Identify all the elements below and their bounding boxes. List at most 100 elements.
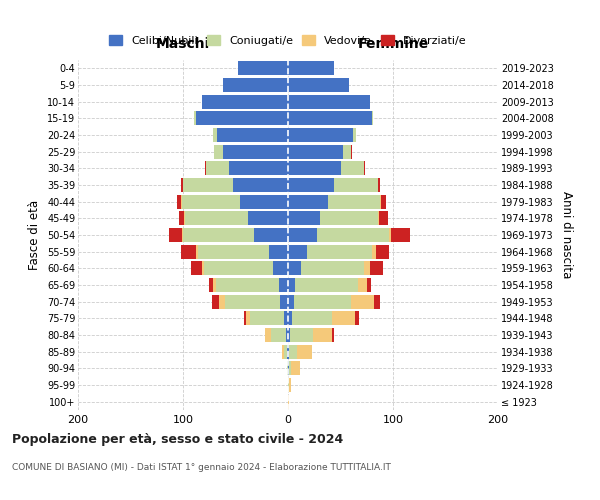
Bar [223, 78, 288, 92]
Bar [367, 278, 371, 292]
Bar [214, 278, 215, 292]
Bar [382, 194, 386, 209]
Bar [209, 278, 214, 292]
Y-axis label: Fasce di età: Fasce di età [28, 200, 41, 270]
Bar [233, 178, 288, 192]
Bar [269, 244, 288, 259]
Bar [287, 344, 288, 359]
Bar [181, 244, 196, 259]
Bar [288, 128, 353, 142]
Bar [351, 294, 374, 308]
Bar [288, 94, 370, 109]
Bar [288, 112, 372, 126]
Bar [182, 194, 240, 209]
Bar [288, 294, 295, 308]
Bar [284, 311, 288, 326]
Bar [372, 112, 373, 126]
Bar [202, 261, 204, 276]
Bar [379, 211, 388, 226]
Bar [288, 211, 320, 226]
Bar [206, 162, 229, 175]
Bar [295, 278, 358, 292]
Bar [379, 178, 380, 192]
Bar [295, 294, 351, 308]
Bar [391, 228, 410, 242]
Text: Femmine: Femmine [358, 38, 428, 52]
Bar [364, 162, 365, 175]
Bar [351, 144, 352, 159]
Bar [288, 228, 317, 242]
Bar [355, 311, 359, 326]
Bar [328, 194, 380, 209]
Bar [225, 294, 280, 308]
Bar [313, 328, 332, 342]
Bar [274, 261, 288, 276]
Bar [288, 194, 328, 209]
Bar [288, 261, 301, 276]
Bar [204, 261, 274, 276]
Bar [288, 162, 341, 175]
Bar [301, 261, 364, 276]
Bar [358, 278, 367, 292]
Bar [374, 294, 380, 308]
Bar [320, 211, 379, 226]
Bar [198, 244, 269, 259]
Bar [291, 361, 299, 376]
Bar [223, 144, 288, 159]
Text: COMUNE DI BASIANO (MI) - Dati ISTAT 1° gennaio 2024 - Elaborazione TUTTITALIA.IT: COMUNE DI BASIANO (MI) - Dati ISTAT 1° g… [12, 462, 391, 471]
Text: Maschi: Maschi [156, 38, 210, 52]
Bar [290, 328, 313, 342]
Bar [288, 378, 289, 392]
Bar [214, 128, 217, 142]
Bar [218, 294, 225, 308]
Bar [248, 211, 288, 226]
Bar [334, 178, 379, 192]
Bar [288, 344, 289, 359]
Bar [332, 311, 355, 326]
Bar [196, 112, 288, 126]
Bar [271, 328, 286, 342]
Bar [341, 162, 364, 175]
Bar [372, 244, 376, 259]
Bar [212, 294, 218, 308]
Bar [287, 361, 288, 376]
Legend: Celibi/Nubili, Coniugati/e, Vedovi/e, Divorziati/e: Celibi/Nubili, Coniugati/e, Vedovi/e, Di… [105, 30, 471, 50]
Bar [364, 261, 370, 276]
Bar [193, 112, 196, 126]
Bar [284, 344, 287, 359]
Bar [217, 128, 288, 142]
Bar [179, 211, 184, 226]
Bar [288, 361, 289, 376]
Bar [288, 311, 292, 326]
Bar [176, 194, 181, 209]
Bar [244, 311, 246, 326]
Bar [286, 328, 288, 342]
Text: Popolazione per età, sesso e stato civile - 2024: Popolazione per età, sesso e stato civil… [12, 432, 343, 446]
Bar [343, 144, 351, 159]
Bar [183, 178, 233, 192]
Bar [288, 78, 349, 92]
Bar [380, 194, 382, 209]
Bar [288, 394, 289, 409]
Bar [185, 211, 248, 226]
Bar [184, 211, 185, 226]
Bar [196, 244, 198, 259]
Bar [182, 228, 183, 242]
Bar [376, 244, 389, 259]
Bar [278, 278, 288, 292]
Bar [317, 228, 389, 242]
Bar [181, 178, 183, 192]
Bar [298, 344, 312, 359]
Bar [215, 278, 278, 292]
Bar [288, 244, 307, 259]
Bar [229, 162, 288, 175]
Bar [265, 328, 271, 342]
Bar [288, 62, 334, 76]
Bar [191, 261, 202, 276]
Bar [353, 128, 356, 142]
Bar [307, 244, 372, 259]
Bar [389, 228, 391, 242]
Bar [169, 228, 182, 242]
Bar [288, 178, 334, 192]
Bar [288, 144, 343, 159]
